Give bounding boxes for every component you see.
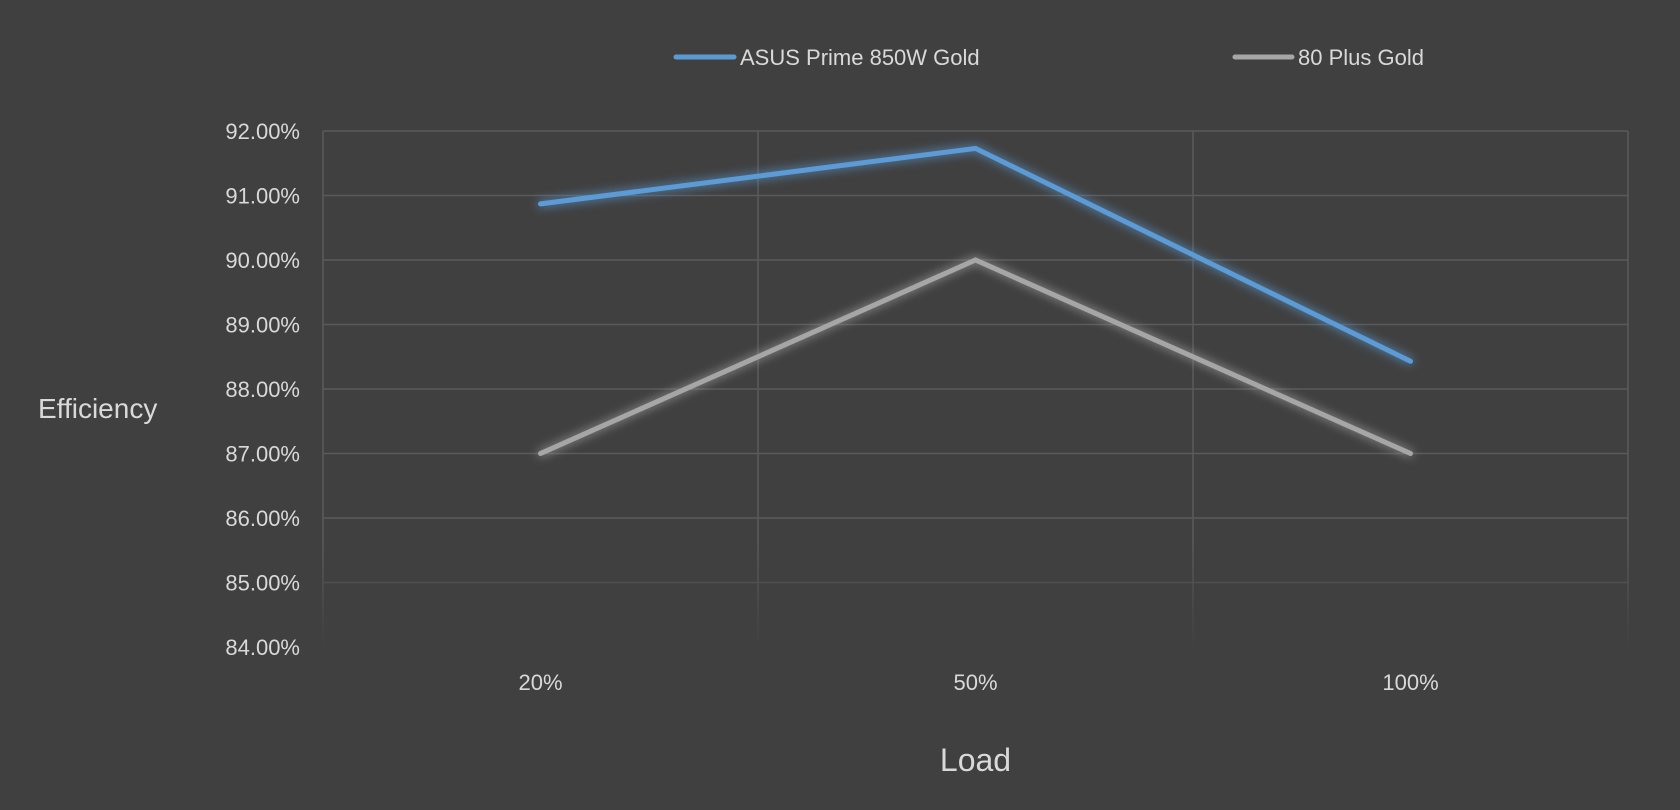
y-tick-label: 88.00% <box>225 377 300 402</box>
series-lines <box>538 145 1413 456</box>
legend-label-80plus: 80 Plus Gold <box>1298 45 1424 70</box>
x-tick-label: 50% <box>953 670 997 695</box>
series-line-80plus <box>538 257 1413 456</box>
y-tick-label: 92.00% <box>225 119 300 144</box>
legend: ASUS Prime 850W Gold 80 Plus Gold <box>673 45 1424 70</box>
y-tick-label: 91.00% <box>225 184 300 209</box>
y-tick-label: 89.00% <box>225 313 300 338</box>
series-line-asus <box>538 145 1413 364</box>
x-tick-label: 100% <box>1382 670 1438 695</box>
y-tick-label: 87.00% <box>225 442 300 467</box>
grid-fade <box>321 543 1630 649</box>
y-axis-ticks: 84.00% 85.00% 86.00% 87.00% 88.00% 89.00% 90.0… <box>225 119 300 660</box>
x-axis-title: Load <box>940 742 1011 778</box>
y-tick-label: 85.00% <box>225 571 300 596</box>
legend-label-asus: ASUS Prime 850W Gold <box>740 45 980 70</box>
y-tick-label: 90.00% <box>225 248 300 273</box>
y-tick-label: 86.00% <box>225 506 300 531</box>
y-axis-title: Efficiency <box>38 393 157 424</box>
x-tick-label: 20% <box>518 670 562 695</box>
y-tick-label: 84.00% <box>225 635 300 660</box>
x-axis-ticks: 20% 50% 100% <box>518 670 1438 695</box>
